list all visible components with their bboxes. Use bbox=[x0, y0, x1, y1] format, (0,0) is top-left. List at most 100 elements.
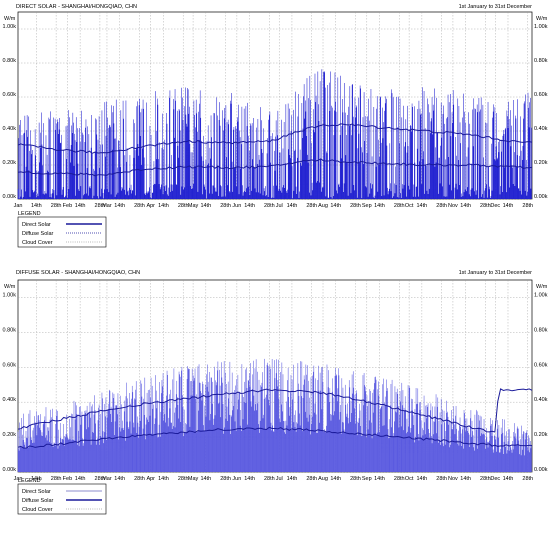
x-tick-label: 14th bbox=[287, 203, 298, 209]
x-tick-label: Feb bbox=[63, 203, 72, 209]
legend-entry-label: Direct Solar bbox=[22, 489, 51, 495]
x-tick-label: 14th bbox=[75, 203, 86, 209]
y-tick-label-right: 1.00k bbox=[534, 292, 548, 298]
x-tick-label: 14th bbox=[374, 203, 385, 209]
x-tick-label: 14th bbox=[75, 476, 86, 482]
x-tick-label: Nov bbox=[448, 203, 458, 209]
x-tick-label: 28th bbox=[51, 203, 62, 209]
y-tick-label-right: 0.40k bbox=[534, 126, 548, 132]
x-tick-label: Sep bbox=[362, 476, 372, 482]
y-tick-label-left: 1.00k bbox=[3, 292, 17, 298]
legend-box bbox=[17, 216, 107, 248]
x-tick-label: 14th bbox=[200, 203, 211, 209]
x-tick-label: 14th bbox=[460, 476, 471, 482]
x-tick-label: 14th bbox=[416, 203, 427, 209]
x-tick-label: Nov bbox=[448, 476, 458, 482]
y-axis-label-left: W/m bbox=[4, 284, 16, 290]
x-tick-label: 14th bbox=[158, 203, 169, 209]
chart-diffuse-solar: DIFFUSE SOLAR - SHANGHAI/HONGQIAO, CHN 1s… bbox=[3, 270, 548, 515]
y-tick-label-right: 0.80k bbox=[534, 327, 548, 333]
series-hourly-spikes bbox=[17, 69, 532, 199]
series-smoothed-1 bbox=[17, 388, 533, 433]
chart-title: DIRECT SOLAR - SHANGHAI/HONGQIAO, CHN bbox=[16, 4, 137, 10]
x-tick-label: May bbox=[188, 203, 199, 209]
x-tick-label: May bbox=[188, 476, 199, 482]
series-smoothed-1 bbox=[17, 123, 533, 154]
x-tick-label: Apr bbox=[146, 203, 155, 209]
x-tick-label: 14th bbox=[244, 476, 255, 482]
x-tick-label: Dec bbox=[490, 203, 500, 209]
x-tick-label: 14th bbox=[158, 476, 169, 482]
x-tick-label: 28th bbox=[306, 476, 317, 482]
chart-direct-solar: DIRECT SOLAR - SHANGHAI/HONGQIAO, CHN 1st… bbox=[3, 4, 548, 248]
chart-title: DIFFUSE SOLAR - SHANGHAI/HONGQIAO, CHN bbox=[16, 270, 140, 276]
chart-subtitle: 1st January to 31st December bbox=[459, 270, 533, 276]
y-axis-label-right: W/m bbox=[536, 16, 548, 22]
x-tick-label: Feb bbox=[63, 476, 72, 482]
x-tick-label: 28th bbox=[178, 476, 189, 482]
y-tick-label-right: 0.20k bbox=[534, 432, 548, 438]
x-tick-label: 28th bbox=[394, 203, 405, 209]
x-tick-label: 28th bbox=[264, 476, 275, 482]
x-tick-label: 28th bbox=[350, 203, 361, 209]
x-tick-label: 14th bbox=[287, 476, 298, 482]
y-tick-label-right: 0.00k bbox=[534, 467, 548, 473]
x-tick-label: 28th bbox=[220, 476, 231, 482]
x-tick-label: Jan bbox=[14, 203, 23, 209]
x-tick-label: 28th bbox=[95, 476, 106, 482]
y-tick-label-right: 1.00k bbox=[534, 24, 548, 30]
x-tick-label: Apr bbox=[146, 476, 155, 482]
x-tick-label: 28th bbox=[178, 203, 189, 209]
x-tick-label: 28th bbox=[95, 203, 106, 209]
x-tick-label: 28th bbox=[134, 476, 145, 482]
x-tick-label: 28th bbox=[264, 203, 275, 209]
y-tick-label-left: 0.80k bbox=[3, 58, 17, 64]
x-tick-label: 28th bbox=[134, 203, 145, 209]
y-tick-label-right: 0.60k bbox=[534, 362, 548, 368]
legend-box bbox=[17, 483, 107, 515]
x-tick-label: 28th bbox=[350, 476, 361, 482]
x-tick-label: 14th bbox=[31, 476, 42, 482]
x-tick-label: 28th bbox=[51, 476, 62, 482]
y-tick-label-left: 0.40k bbox=[3, 397, 17, 403]
y-tick-label-left: 0.00k bbox=[3, 194, 17, 200]
x-tick-label: 28th bbox=[480, 476, 491, 482]
x-tick-label: Jun bbox=[232, 203, 241, 209]
chart-legend: LEGEND Direct Solar Diffuse Solar Cloud Cov… bbox=[17, 478, 107, 515]
x-tick-label: 28th bbox=[436, 203, 447, 209]
x-tick-label: 28th bbox=[522, 476, 533, 482]
x-tick-label: Mar bbox=[102, 476, 112, 482]
x-tick-label: 14th bbox=[114, 203, 125, 209]
y-tick-label-left: 0.80k bbox=[3, 327, 17, 333]
series-smoothed-2 bbox=[17, 426, 533, 449]
x-tick-label: 14th bbox=[31, 203, 42, 209]
legend-entry-label: Diffuse Solar bbox=[22, 498, 54, 504]
series-smoothed-2 bbox=[17, 158, 533, 177]
x-tick-label: Oct bbox=[405, 476, 414, 482]
y-tick-label-left: 0.40k bbox=[3, 126, 17, 132]
y-tick-label-right: 0.20k bbox=[534, 160, 548, 166]
chart-subtitle: 1st January to 31st December bbox=[459, 4, 533, 10]
y-tick-label-right: 0.80k bbox=[534, 58, 548, 64]
x-tick-label: 28th bbox=[394, 476, 405, 482]
x-tick-label: 28th bbox=[480, 203, 491, 209]
y-tick-label-left: 0.20k bbox=[3, 160, 17, 166]
x-tick-label: 28th bbox=[220, 203, 231, 209]
legend-entry-label: Diffuse Solar bbox=[22, 231, 54, 237]
y-tick-label-left: 0.00k bbox=[3, 467, 17, 473]
x-tick-label: 14th bbox=[416, 476, 427, 482]
x-tick-label: Sep bbox=[362, 203, 372, 209]
x-tick-label: 28th bbox=[306, 203, 317, 209]
y-tick-label-left: 0.60k bbox=[3, 92, 17, 98]
legend-title: LEGEND bbox=[18, 211, 41, 217]
x-tick-label: Aug bbox=[318, 203, 328, 209]
legend-entry-label: Cloud Cover bbox=[22, 240, 53, 246]
legend-entry-label: Cloud Cover bbox=[22, 507, 53, 513]
x-tick-label: Jul bbox=[276, 476, 283, 482]
x-tick-label: 14th bbox=[503, 203, 514, 209]
x-tick-label: Mar bbox=[102, 203, 112, 209]
x-tick-label: Aug bbox=[318, 476, 328, 482]
x-tick-label: 28th bbox=[436, 476, 447, 482]
x-tick-label: Dec bbox=[490, 476, 500, 482]
